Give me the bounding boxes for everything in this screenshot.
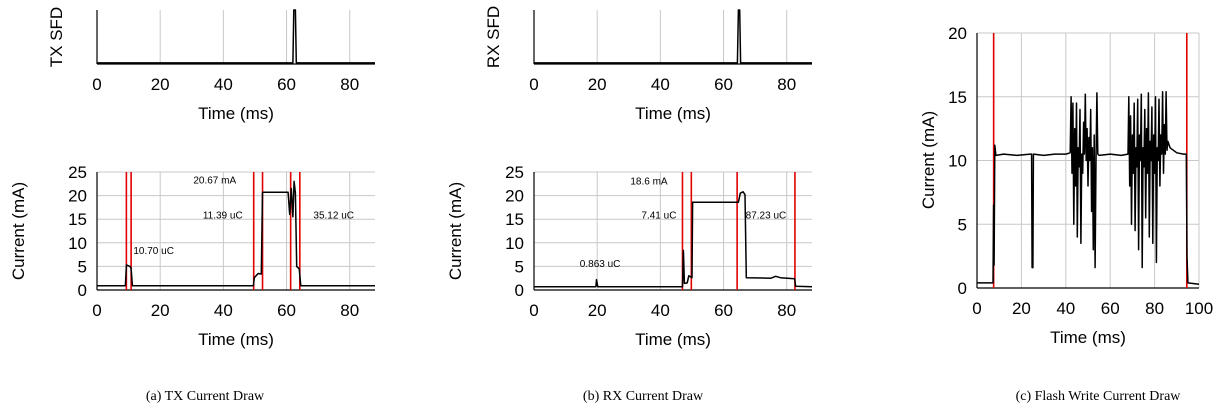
y-tick-label: 25	[68, 163, 87, 182]
caption-b: (b) RX Current Draw	[583, 389, 704, 404]
x-tick-label: 0	[92, 75, 101, 94]
x-tick-label: 40	[651, 301, 670, 320]
x-tick-label: 40	[1056, 299, 1075, 318]
chart-rx-sfd: 0 20 40 60 80 Time (ms) RX SFD	[484, 6, 812, 123]
caption-a: (a) TX Current Draw	[146, 389, 265, 404]
x-axis-label: Time (ms)	[198, 330, 274, 349]
y-tick-label: 0	[515, 281, 524, 300]
annotation-label: 10.70 uC	[133, 246, 174, 257]
x-tick-label: 20	[151, 301, 170, 320]
current-trace-line	[977, 90, 1200, 285]
y-tick-label: 5	[515, 257, 524, 276]
x-tick-label: 0	[92, 301, 101, 320]
x-axis-label: Time (ms)	[635, 104, 711, 123]
annotation-label: 18.6 mA	[630, 177, 668, 188]
x-tick-label: 60	[714, 75, 733, 94]
y-tick-label: 5	[958, 215, 967, 234]
x-tick-label: 0	[529, 75, 538, 94]
current-trace-line	[97, 180, 375, 287]
y-tick-label: 20	[948, 24, 967, 43]
x-tick-label: 80	[340, 75, 359, 94]
annotation-label: 0.863 uC	[580, 259, 621, 270]
annotation-label: 87.23 uC	[746, 210, 787, 221]
chart-tx-current: 0 20 40 60 80 0 5 10 15 20 25 Time (ms) Current (mA)…	[9, 163, 375, 349]
x-tick-label: 20	[588, 75, 607, 94]
y-axis-label: TX SFD	[47, 7, 66, 67]
y-tick-label: 20	[68, 187, 87, 206]
x-tick-label: 80	[777, 75, 796, 94]
caption-c: (c) Flash Write Current Draw	[1016, 389, 1182, 404]
annotation-label: 7.41 uC	[641, 210, 676, 221]
current-trace-line	[534, 191, 813, 288]
annotation-label: 35.12 uC	[313, 210, 354, 221]
x-tick-label: 60	[277, 301, 296, 320]
chart-flash-current: 0 20 40 60 80 100 0 5 10 15 20 Time (ms) Current (mA…	[919, 24, 1213, 347]
x-tick-label: 60	[1101, 299, 1120, 318]
annotation-label: 20.67 mA	[193, 175, 236, 186]
x-tick-label: 20	[1012, 299, 1031, 318]
x-tick-label: 20	[151, 75, 170, 94]
x-tick-label: 80	[777, 301, 796, 320]
x-tick-label: 40	[214, 301, 233, 320]
x-axis-label: Time (ms)	[198, 104, 274, 123]
x-tick-label: 60	[277, 75, 296, 94]
y-tick-label: 15	[948, 88, 967, 107]
chart-tx-sfd: 0 20 40 60 80 Time (ms) TX SFD	[47, 7, 375, 123]
current-trace-line	[97, 9, 375, 64]
y-tick-label: 0	[958, 279, 967, 298]
current-trace-line	[534, 9, 812, 64]
x-tick-label: 0	[972, 299, 981, 318]
x-tick-label: 40	[214, 75, 233, 94]
y-axis-label: Current (mA)	[9, 182, 28, 280]
x-tick-label: 80	[340, 301, 359, 320]
x-axis-label: Time (ms)	[635, 330, 711, 349]
annotation-label: 11.39 uC	[203, 210, 243, 221]
y-axis-label: Current (mA)	[446, 182, 465, 280]
y-tick-label: 20	[505, 187, 524, 206]
x-tick-label: 0	[529, 301, 538, 320]
y-tick-label: 0	[78, 281, 87, 300]
x-tick-label: 60	[714, 301, 733, 320]
x-tick-label: 100	[1185, 299, 1213, 318]
y-tick-label: 15	[505, 210, 524, 229]
x-axis-label: Time (ms)	[1050, 328, 1126, 347]
y-axis-label: Current (mA)	[919, 111, 938, 209]
y-tick-label: 10	[505, 234, 524, 253]
x-tick-label: 40	[651, 75, 670, 94]
x-tick-label: 80	[1145, 299, 1164, 318]
y-tick-label: 5	[78, 257, 87, 276]
y-tick-label: 10	[948, 152, 967, 171]
chart-rx-current: 0 20 40 60 80 0 5 10 15 20 25 Time (ms) Current (mA)…	[446, 163, 813, 349]
y-tick-label: 15	[68, 210, 87, 229]
y-tick-label: 25	[505, 163, 524, 182]
x-tick-label: 20	[588, 301, 607, 320]
y-tick-label: 10	[68, 234, 87, 253]
y-axis-label: RX SFD	[484, 6, 503, 68]
